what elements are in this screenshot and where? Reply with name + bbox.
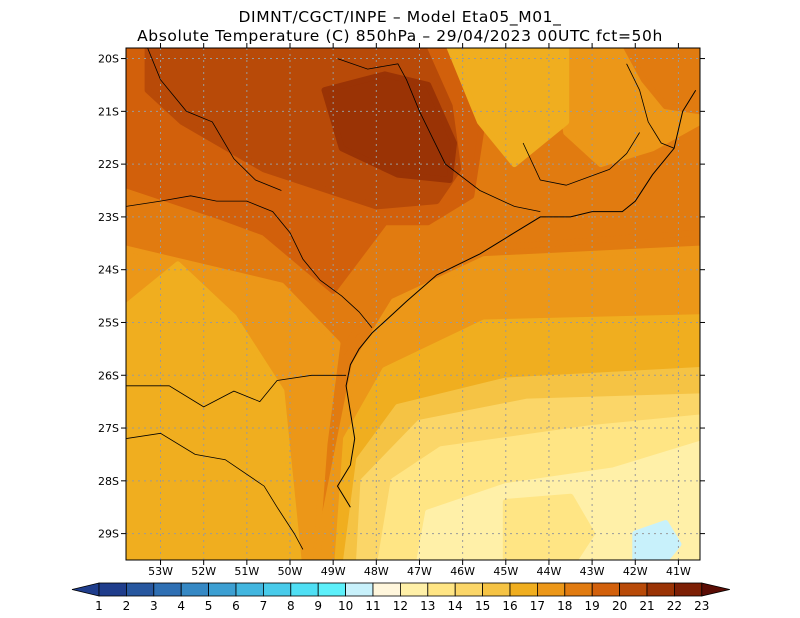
- temperature-area-21: [321, 71, 457, 183]
- temperature-field: [126, 48, 700, 560]
- colorbar-label: 16: [502, 599, 517, 613]
- colorbar-swatch: [674, 582, 703, 597]
- colorbar-arrow-left: [71, 582, 100, 597]
- state-border: [126, 195, 373, 329]
- colorbar-swatch: [180, 582, 209, 597]
- colorbar-swatch: [591, 582, 621, 597]
- coastline: [336, 89, 697, 508]
- colorbar-label: 14: [448, 599, 463, 613]
- colorbar-swatch: [317, 582, 347, 597]
- colorbar-label: 11: [365, 599, 380, 613]
- lat-tick-label: 20S: [98, 53, 119, 66]
- colorbar-swatch: [482, 582, 511, 597]
- lat-tick-label: 28S: [98, 475, 119, 488]
- lon-tick-label: 42W: [623, 565, 648, 578]
- colorbar-label: 21: [639, 599, 654, 613]
- lat-tick-label: 21S: [98, 105, 119, 118]
- colorbar-label: 17: [530, 599, 545, 613]
- lon-tick-label: 41W: [666, 565, 691, 578]
- temperature-area-16: [446, 48, 570, 168]
- colorbar-label: 20: [612, 599, 627, 613]
- colorbar-swatch: [646, 582, 675, 597]
- state-border: [626, 63, 675, 149]
- colorbar-label: 22: [667, 599, 682, 613]
- colorbar-swatch: [427, 582, 456, 597]
- state-border: [337, 58, 541, 212]
- colorbar-swatch: [153, 582, 182, 597]
- colorbar-swatch: [208, 582, 237, 597]
- temperature-area-18: [623, 48, 700, 115]
- colorbar-label: 5: [205, 599, 213, 613]
- colorbar-swatch: [262, 582, 292, 597]
- lon-tick-label: 51W: [234, 565, 259, 578]
- lon-tick-label: 47W: [407, 565, 432, 578]
- colorbar-label: 15: [475, 599, 490, 613]
- colorbar-label: 23: [694, 599, 709, 613]
- lon-tick-label: 52W: [191, 565, 216, 578]
- chart-title-line-1: DIMNT/CGCT/INPE – Model Eta05_M01_: [238, 8, 562, 26]
- colorbar-swatch: [564, 582, 593, 597]
- lat-tick-label: 27S: [98, 422, 119, 435]
- lat-tick-label: 26S: [98, 369, 119, 382]
- colorbar-label: 3: [150, 599, 158, 613]
- colorbar-label: 19: [585, 599, 600, 613]
- colorbar: 1 2 3 4 5 6 7 8 9 10 11 12 13 14 15 16 17 18 19 20 21 22 23: [71, 582, 730, 613]
- state-border: [126, 374, 347, 408]
- temperature-area-16: [126, 261, 302, 560]
- lon-tick-label: 49W: [321, 565, 346, 578]
- lon-tick-label: 46W: [450, 565, 475, 578]
- colorbar-label: 10: [338, 599, 353, 613]
- colorbar-swatch: [509, 582, 538, 597]
- chart-title-line-2: Absolute Temperature (C) 850hPa – 29/04/…: [137, 27, 663, 45]
- lon-tick-label: 43W: [580, 565, 605, 578]
- map-frame: [125, 47, 701, 561]
- colorbar-label: 18: [557, 599, 572, 613]
- colorbar-label: 9: [314, 599, 322, 613]
- state-border: [522, 132, 640, 186]
- colorbar-label: 6: [232, 599, 240, 613]
- colorbar-arrow-right: [701, 582, 730, 597]
- colorbar-label: 4: [177, 599, 185, 613]
- lon-tick-label: 50W: [278, 565, 303, 578]
- lon-tick-label: 48W: [364, 565, 389, 578]
- colorbar-swatch: [126, 582, 155, 597]
- colorbar-label: 1: [95, 599, 103, 613]
- lat-tick-label: 29S: [98, 528, 119, 541]
- lon-tick-label: 45W: [493, 565, 518, 578]
- grid-lines: [126, 48, 700, 560]
- colorbar-label: 12: [393, 599, 408, 613]
- lat-tick-label: 22S: [98, 158, 119, 171]
- colorbar-swatch: [537, 582, 566, 597]
- colorbar-swatch: [98, 582, 127, 597]
- lon-tick-label: 53W: [148, 565, 173, 578]
- lat-tick-label: 25S: [98, 316, 119, 329]
- coastline-and-borders: [126, 48, 697, 550]
- state-border: [147, 48, 282, 191]
- colorbar-label: 2: [123, 599, 131, 613]
- axis-ticks: 53W 52W 51W 50W 49W 48W 47W 46W 45W 44W 43W 42W 41W 2…: [98, 43, 705, 578]
- colorbar-label: 13: [420, 599, 435, 613]
- lat-tick-label: 24S: [98, 264, 119, 277]
- colorbar-label: 7: [260, 599, 268, 613]
- colorbar-swatch: [619, 582, 648, 597]
- state-border: [126, 432, 304, 550]
- lon-tick-label: 44W: [537, 565, 562, 578]
- colorbar-swatch: [290, 582, 319, 597]
- colorbar-swatch: [235, 582, 264, 597]
- temperature-area-10: [632, 520, 682, 560]
- colorbar-swatch: [399, 582, 429, 597]
- colorbar-swatch: [372, 582, 401, 597]
- colorbar-label: 8: [287, 599, 295, 613]
- lat-tick-label: 23S: [98, 211, 119, 224]
- colorbar-swatch: [345, 582, 374, 597]
- colorbar-swatch: [454, 582, 484, 597]
